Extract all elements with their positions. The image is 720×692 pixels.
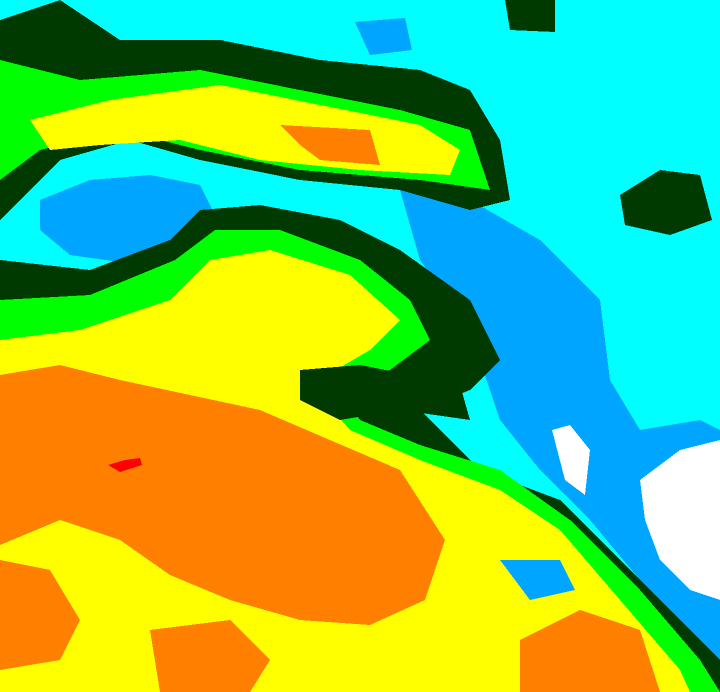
orange-mass-south [0, 365, 445, 625]
dark-green-cell-top [505, 0, 555, 32]
white-patch-southeast [640, 440, 720, 600]
white-patch-small [552, 425, 590, 495]
orange-patch-southeast [520, 610, 660, 692]
blue-patch-top [355, 18, 412, 55]
dark-green-cell-northeast [620, 170, 712, 235]
orange-patch-southwest [0, 560, 80, 670]
orange-patch-north [280, 125, 380, 165]
blue-patch-coast [500, 560, 575, 600]
dark-green-streak-center [300, 365, 470, 420]
orange-patch-south [150, 620, 270, 692]
red-cell [108, 458, 142, 472]
